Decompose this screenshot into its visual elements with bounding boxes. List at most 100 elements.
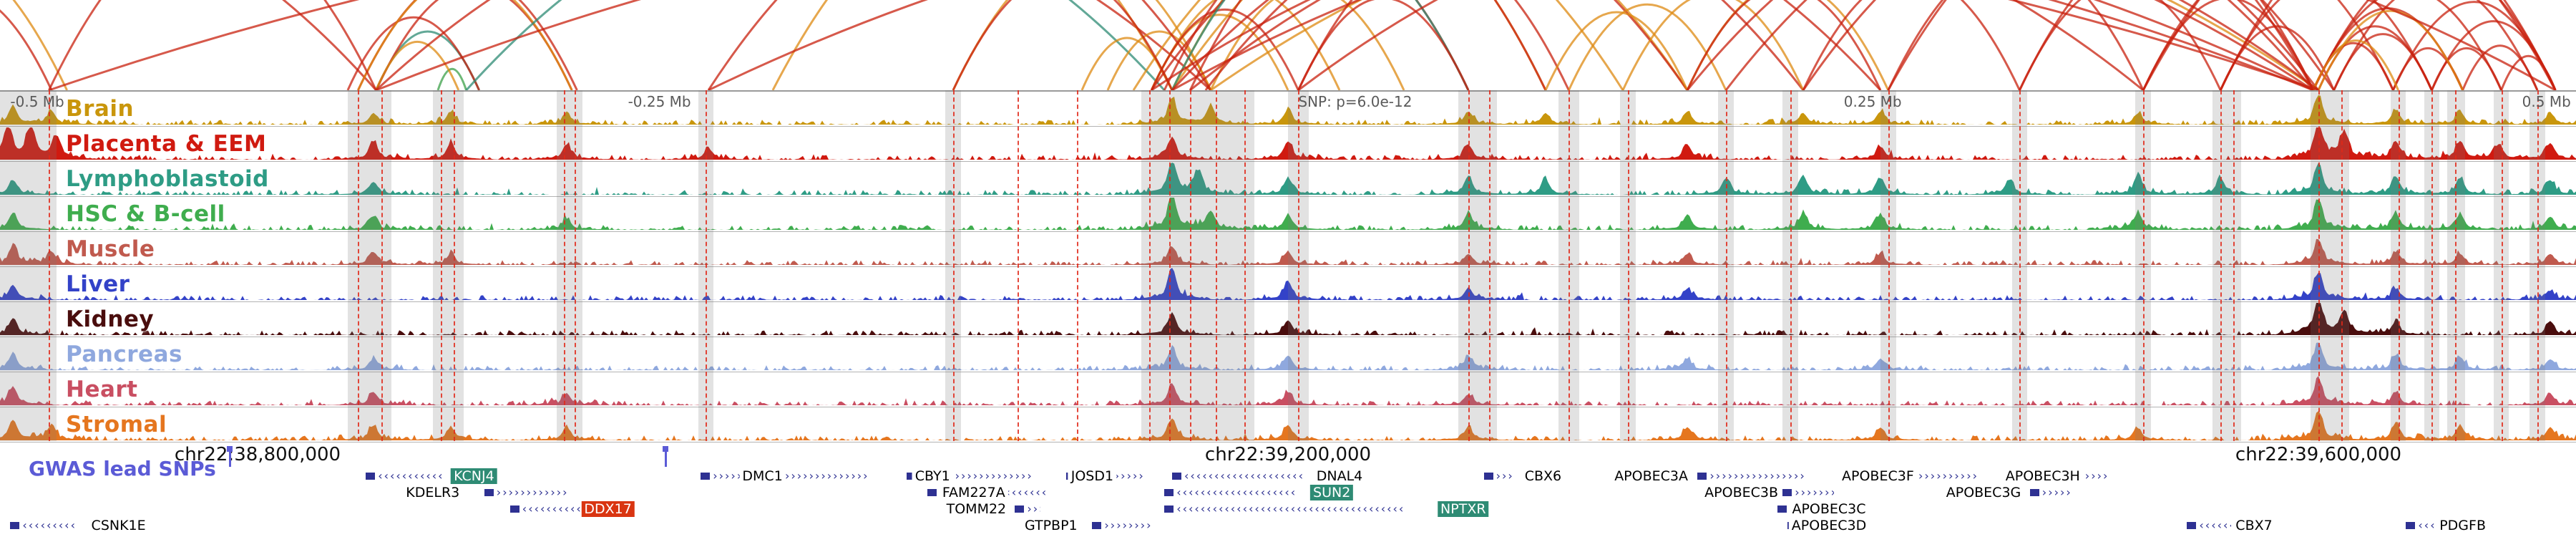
gene-body-apobec3a: ›››››››››››››››› — [1697, 470, 1816, 483]
gene-body-dmc1: ›››››››››››››››››››››››››› — [701, 470, 891, 483]
gene-label-apobec3b: APOBEC3B — [1702, 485, 1782, 500]
gene-label-tomm22: TOMM22 — [943, 501, 1010, 517]
gene-body-sun2: ‹‹‹‹‹‹‹‹‹‹‹‹‹‹‹‹‹‹‹‹ — [1164, 486, 1314, 499]
track-label-muscle: Muscle — [66, 236, 155, 262]
gene-row: ‹‹‹‹‹‹‹‹‹‹‹DDX17 ››› TOMM22 ‹‹‹‹‹‹‹‹‹‹‹‹‹‹‹… — [0, 501, 2576, 518]
exon-block — [907, 472, 917, 480]
track-pancreas: Pancreas — [0, 337, 2576, 372]
track-kidney: Kidney — [0, 302, 2576, 337]
exon-block — [2406, 521, 2416, 529]
gene-label-sun2: SUN2 — [1310, 485, 1354, 500]
interaction-arc — [2333, 0, 2539, 90]
interaction-arc — [2019, 0, 2315, 90]
signal-kidney — [0, 303, 2576, 335]
signal-brain — [0, 95, 2576, 125]
interaction-arc — [2462, 44, 2539, 90]
gwas-snp-marker — [662, 446, 668, 467]
exon-block — [1172, 472, 1181, 480]
ruler: -0.5 Mb -0.25 Mb SNP: p=6.0e-12 0.25 Mb 0.5 … — [0, 93, 2576, 112]
gene-label-apobec3a: APOBEC3A — [1611, 468, 1691, 484]
interaction-arc — [1297, 0, 1570, 90]
gene-label-ddx17: DDX17 — [581, 501, 635, 517]
interaction-arc — [12, 0, 68, 90]
interaction-arc — [1210, 0, 2319, 90]
interaction-arc — [1297, 0, 2319, 90]
interaction-arc — [1171, 0, 1547, 90]
gene-label-kcnj4: KCNJ4 — [451, 468, 497, 484]
interaction-arc — [1544, 11, 1689, 90]
track-brain: Brain — [0, 92, 2576, 127]
signal-heart — [0, 376, 2576, 405]
interaction-arc — [1568, 3, 1727, 90]
gene-label-fam227a: FAM227A — [939, 485, 1008, 500]
signal-placenta-eem — [0, 127, 2576, 160]
signal-pancreas — [0, 342, 2576, 370]
gene-label-cbx7: CBX7 — [2233, 518, 2275, 533]
exon-block — [366, 472, 376, 480]
gene-body-apobec3f: ›››››››››› — [1906, 470, 1984, 483]
track-lymphoblastoid: Lymphoblastoid — [0, 162, 2576, 197]
interaction-arc — [2317, 9, 2464, 90]
exon-block — [1483, 472, 1493, 480]
gene-body-ddx17: ‹‹‹‹‹‹‹‹‹‹‹ — [509, 503, 592, 516]
gene-row: ››››››››››››KDELR3‹‹‹‹‹‹‹‹‹‹‹‹‹‹‹‹‹‹FAM2… — [0, 485, 2576, 501]
signal-stromal — [0, 411, 2576, 440]
gene-body-gtpbp1: ›››››››› — [1092, 519, 1153, 532]
interaction-arc — [771, 0, 1174, 90]
track-label-kidney: Kidney — [66, 306, 155, 332]
gene-body-kcnj4: ‹‹‹‹‹‹‹‹‹‹‹ — [366, 470, 451, 483]
gene-body-cbx6: ›››› — [1483, 470, 1515, 483]
exon-block — [1782, 488, 1792, 496]
track-label-heart: Heart — [66, 377, 138, 402]
interaction-arc — [1802, 0, 2021, 90]
gene-body-dnal4: ‹‹‹‹‹‹‹‹‹‹‹‹‹‹‹‹‹‹‹‹ — [1172, 470, 1319, 483]
interaction-arc — [2019, 0, 2222, 90]
gene-label-dmc1: DMC1 — [739, 468, 786, 484]
interaction-arc — [2219, 0, 2557, 90]
gene-body-kdelr3: ›››››››››››› — [484, 486, 577, 499]
coordinate-label: chr22:38,800,000 — [174, 444, 341, 465]
coordinate-label: chr22:39,200,000 — [1204, 444, 1372, 465]
interaction-arc — [376, 0, 2314, 90]
interaction-arcs — [0, 0, 2557, 90]
track-label-lymphoblastoid: Lymphoblastoid — [66, 166, 269, 192]
gene-body-apobec3b: ››››››› — [1782, 486, 1834, 499]
interaction-arc — [357, 0, 573, 90]
coordinate-axis: chr22:38,800,000 chr22:39,200,000 chr22:39… — [0, 444, 2576, 465]
gene-label-apobec3d: APOBEC3D — [1788, 518, 1870, 533]
interaction-arc — [0, 9, 53, 90]
exon-block — [1697, 472, 1707, 480]
exon-block — [509, 505, 519, 513]
gene-label-apobec3f: APOBEC3F — [1839, 468, 1917, 484]
signal-liver — [0, 268, 2576, 300]
interaction-arc — [2312, 39, 2399, 90]
exon-block — [1164, 505, 1174, 513]
gwas-snp-marker-head — [227, 446, 233, 452]
exon-block — [1164, 488, 1174, 496]
track-label-stromal: Stromal — [66, 412, 167, 437]
tracks: Brain Placenta & EEM Lymphoblastoid HSC & B… — [0, 90, 2576, 442]
gene-label-pdgfb: PDGFB — [2436, 518, 2489, 533]
track-liver: Liver — [0, 267, 2576, 302]
interaction-arc — [1686, 0, 1890, 90]
gwas-lead-snps-label: GWAS lead SNPs — [29, 457, 216, 480]
gene-label-dnal4: DNAL4 — [1313, 468, 1366, 484]
signal-muscle — [0, 238, 2576, 265]
gene-body-pdgfb: ‹‹‹‹‹ — [2406, 519, 2442, 532]
exon-block — [484, 488, 494, 496]
interaction-arc — [1686, 0, 2314, 90]
gene-label-josd1: JOSD1 — [1068, 468, 1117, 484]
track-label-brain: Brain — [66, 96, 135, 122]
gene-label-apobec3c: APOBEC3C — [1789, 501, 1869, 517]
track-stromal: Stromal — [0, 407, 2576, 442]
ruler-label: 0.25 Mb — [1843, 93, 1902, 110]
interaction-arc — [1621, 0, 1805, 90]
track-label-liver: Liver — [66, 271, 130, 297]
exon-block — [2187, 521, 2197, 529]
exon-block — [2029, 488, 2039, 496]
gene-label-kdelr3: KDELR3 — [403, 485, 463, 500]
interaction-arc — [1150, 8, 1299, 90]
gene-row: ‹‹‹‹‹‹‹‹‹CSNK1E››››››››GTPBP1›››APOBEC3D… — [0, 518, 2576, 534]
ruler-label: 0.5 Mb — [2522, 93, 2571, 110]
